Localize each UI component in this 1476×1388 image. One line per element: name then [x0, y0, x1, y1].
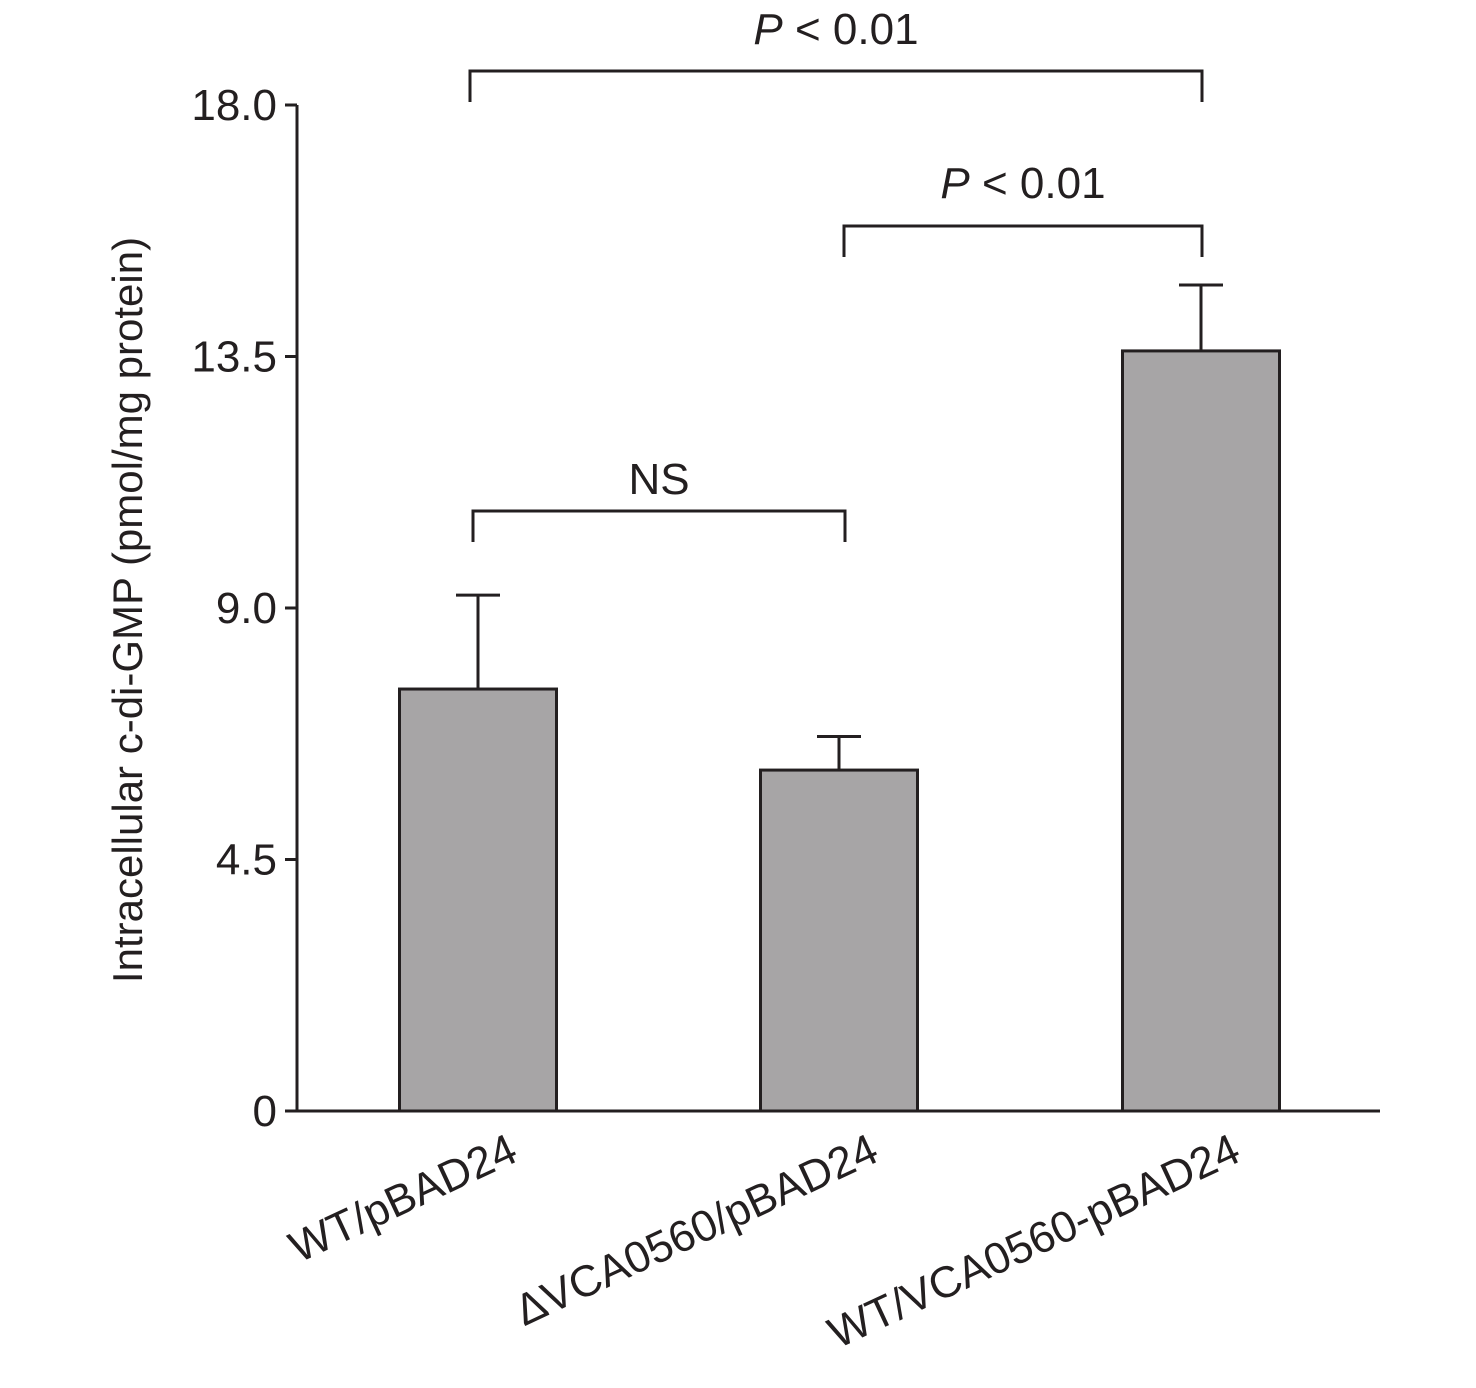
x-category-label: WT/pBAD24: [282, 1125, 524, 1273]
significance-text: < 0.01: [783, 5, 919, 54]
significance-brackets: NSP < 0.01P < 0.01: [468, 5, 1204, 542]
significance-bracket: [468, 69, 1204, 102]
bar: [1121, 349, 1281, 1113]
significance-text: < 0.01: [970, 159, 1106, 208]
y-tick-label: 4.5: [216, 836, 277, 885]
significance-label: P < 0.01: [940, 159, 1105, 208]
bars: [398, 349, 1281, 1113]
y-axis-ticks: 0 4.5 9.0 13.5 18.0: [191, 81, 297, 1136]
y-tick-label: 0: [253, 1087, 277, 1136]
x-axis-categories: WT/pBAD24ΔVCA0560/pBAD24WT/VCA0560-pBAD2…: [282, 1125, 1247, 1359]
significance-text: NS: [628, 455, 689, 504]
p-symbol: P: [753, 5, 783, 54]
y-tick-label: 18.0: [191, 81, 277, 130]
significance-bracket: [842, 224, 1204, 257]
significance-label: P < 0.01: [753, 5, 918, 54]
error-bars: [456, 283, 1223, 771]
significance-bracket: [471, 509, 847, 542]
y-tick-label: 13.5: [191, 333, 277, 382]
significance-label: NS: [628, 455, 689, 504]
y-tick-label: 9.0: [216, 584, 277, 633]
x-category-label: WT/VCA0560-pBAD24: [821, 1125, 1247, 1359]
bar: [398, 687, 558, 1113]
p-symbol: P: [940, 159, 970, 208]
bar: [759, 768, 919, 1113]
y-axis-label: Intracellular c-di-GMP (pmol/mg protein): [104, 237, 151, 983]
x-category-label: ΔVCA0560/pBAD24: [508, 1125, 886, 1336]
